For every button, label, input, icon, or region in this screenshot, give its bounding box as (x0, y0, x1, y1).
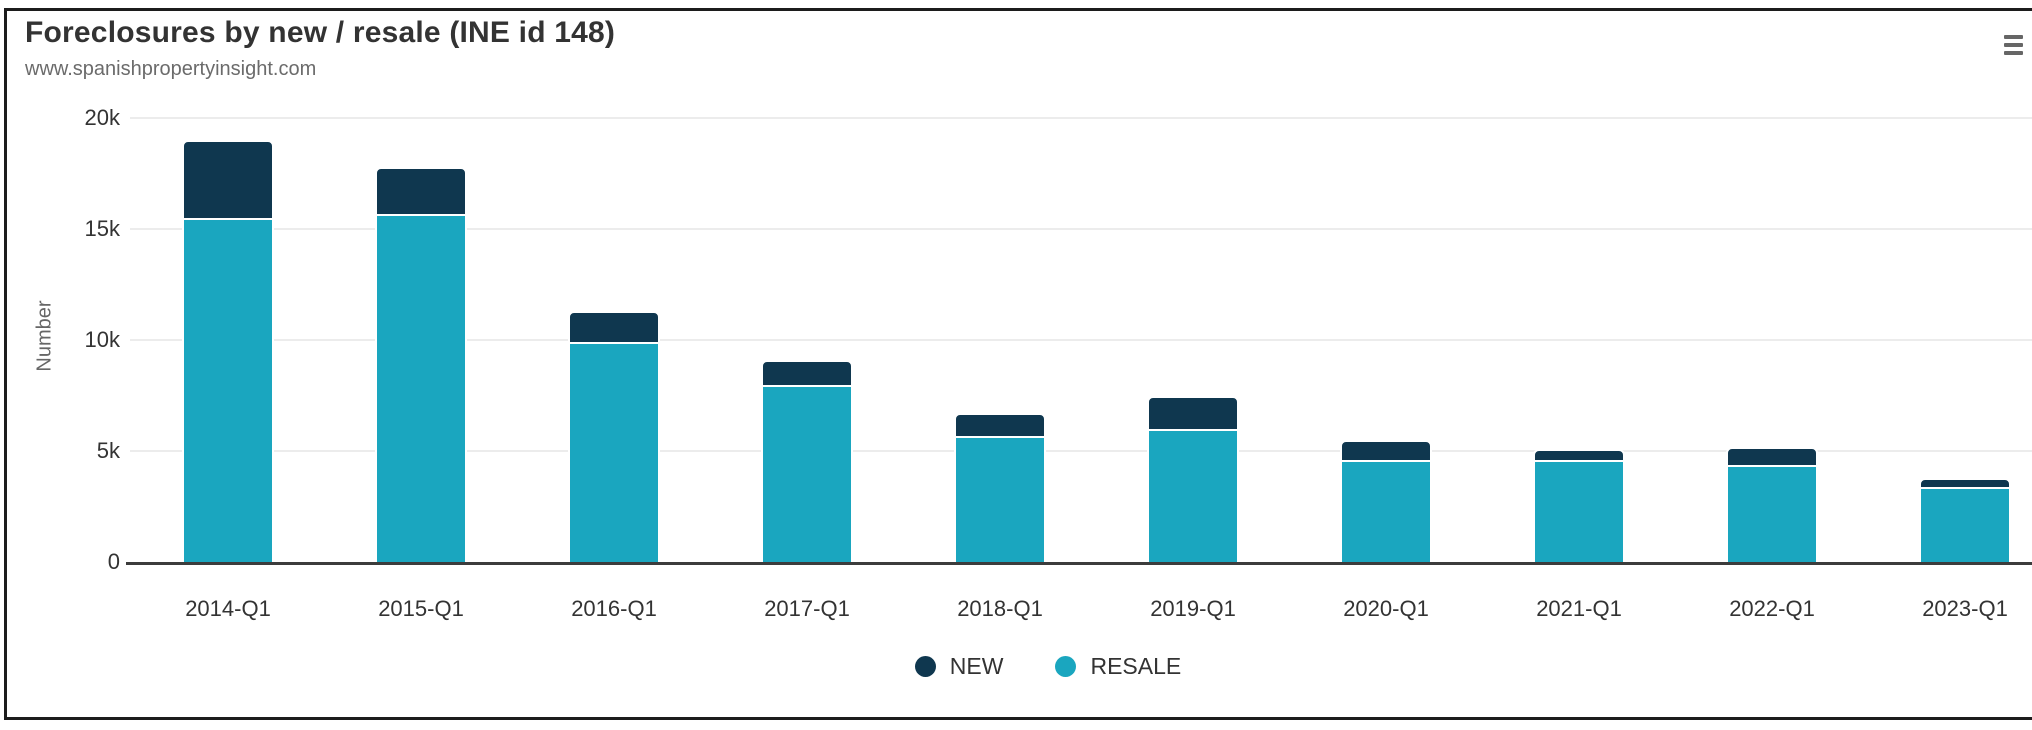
chart-title: Foreclosures by new / resale (INE id 148… (25, 16, 616, 49)
bar-2023-Q1[interactable] (1919, 477, 2011, 562)
export-menu-button[interactable] (2004, 32, 2030, 58)
hamburger-icon (2004, 51, 2023, 55)
x-axis-label: 2016-Q1 (571, 596, 657, 621)
legend-label-new: NEW (949, 653, 1004, 679)
bar-2016-Q1[interactable] (568, 311, 660, 562)
x-axis-line (126, 562, 2032, 565)
gridline (130, 339, 2032, 341)
gridline (130, 228, 2032, 230)
bar-segment-new[interactable] (761, 359, 853, 387)
bar-2014-Q1[interactable] (182, 140, 274, 562)
y-axis-label: 0 (107, 549, 120, 574)
gridline (130, 450, 2032, 452)
hamburger-icon (2004, 35, 2023, 39)
x-axis-label: 2022-Q1 (1729, 596, 1815, 621)
bar-segment-resale[interactable] (1726, 466, 1818, 562)
bar-segment-new[interactable] (1147, 395, 1239, 432)
bar-2022-Q1[interactable] (1726, 446, 1818, 562)
bar-2018-Q1[interactable] (954, 413, 1046, 562)
bar-segment-new[interactable] (1340, 439, 1432, 463)
bar-segment-new[interactable] (1919, 477, 2011, 489)
bar-2017-Q1[interactable] (761, 359, 853, 562)
bar-segment-resale[interactable] (182, 220, 274, 562)
bar-segment-resale[interactable] (1147, 431, 1239, 562)
legend-swatch-resale-icon (1055, 656, 1077, 677)
bar-2020-Q1[interactable] (1340, 439, 1432, 562)
legend: NEW RESALE (64, 653, 2032, 680)
legend-item-resale[interactable]: RESALE (1055, 653, 1181, 680)
hamburger-icon (2004, 43, 2023, 47)
legend-item-new[interactable]: NEW (914, 653, 1004, 680)
x-axis-label: 2021-Q1 (1536, 596, 1622, 621)
bar-segment-new[interactable] (568, 311, 660, 345)
gridline (130, 117, 2032, 119)
x-axis-label: 2020-Q1 (1343, 596, 1429, 621)
bar-2015-Q1[interactable] (375, 166, 467, 562)
bar-2019-Q1[interactable] (1147, 395, 1239, 562)
y-axis-label: 10k (84, 327, 120, 352)
bar-segment-resale[interactable] (568, 344, 660, 562)
x-axis-label: 2018-Q1 (957, 596, 1043, 621)
y-axis-label: 5k (96, 438, 120, 463)
x-axis-label: 2017-Q1 (764, 596, 850, 621)
x-axis-label: 2023-Q1 (1922, 596, 2008, 621)
bar-segment-resale[interactable] (1533, 462, 1625, 562)
chart-subtitle: www.spanishpropertyinsight.com (25, 58, 317, 80)
x-axis-label: 2014-Q1 (185, 596, 271, 621)
chart-card (4, 8, 2032, 720)
bar-segment-resale[interactable] (375, 215, 467, 562)
x-axis-label: 2019-Q1 (1150, 596, 1236, 621)
y-axis-label: 15k (84, 216, 120, 241)
legend-swatch-new-icon (914, 656, 936, 677)
bar-2021-Q1[interactable] (1533, 448, 1625, 562)
bar-segment-resale[interactable] (954, 437, 1046, 562)
y-axis-label: 20k (84, 105, 120, 130)
bar-segment-resale[interactable] (761, 386, 853, 562)
bar-segment-new[interactable] (375, 166, 467, 216)
bar-segment-new[interactable] (1726, 446, 1818, 467)
legend-label-resale: RESALE (1090, 653, 1182, 679)
bar-segment-new[interactable] (954, 413, 1046, 438)
bar-segment-resale[interactable] (1919, 488, 2011, 562)
bar-segment-new[interactable] (1533, 448, 1625, 463)
bar-segment-new[interactable] (182, 140, 274, 221)
x-axis-label: 2015-Q1 (378, 596, 464, 621)
bar-segment-resale[interactable] (1340, 462, 1432, 562)
